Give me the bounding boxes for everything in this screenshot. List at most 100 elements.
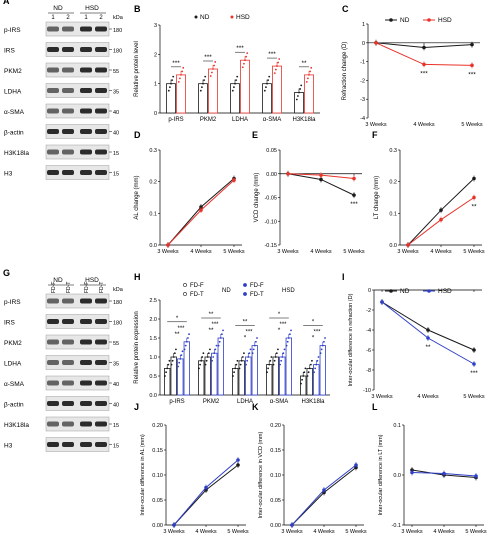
data-point xyxy=(470,42,474,47)
band xyxy=(80,442,92,447)
kda-label: 55 xyxy=(113,341,119,347)
bar xyxy=(262,83,272,114)
data-point xyxy=(426,328,430,332)
band xyxy=(80,47,92,52)
band xyxy=(95,129,107,134)
bar xyxy=(279,356,286,396)
band xyxy=(62,149,74,155)
chart-K: 0.00 0.05 0.10 0.15 0.20 Inter-ocular differe… xyxy=(258,423,367,535)
data-point xyxy=(280,359,283,362)
protein-label: IRS xyxy=(4,48,16,55)
x-tick-label: LDHA xyxy=(232,117,248,123)
kda-label: 180 xyxy=(113,49,122,55)
data-point xyxy=(177,81,180,83)
data-point xyxy=(207,352,210,355)
data-point xyxy=(410,470,414,475)
bar xyxy=(208,68,218,114)
y-axis-label: AL change (mm) xyxy=(134,175,140,219)
data-point xyxy=(255,340,257,343)
panel-label: A xyxy=(3,0,10,6)
significance: *** xyxy=(468,71,476,78)
band xyxy=(95,170,107,175)
data-point xyxy=(442,471,446,476)
legend-marker xyxy=(427,18,431,22)
data-point xyxy=(203,79,206,82)
data-point xyxy=(243,352,245,355)
kda-label: 180 xyxy=(113,28,122,34)
data-point xyxy=(167,89,170,92)
x-tick-label: H3K18la xyxy=(292,117,316,123)
data-point xyxy=(182,66,185,69)
data-point xyxy=(238,367,241,370)
data-point xyxy=(245,55,248,58)
bar xyxy=(266,364,273,396)
significance: * xyxy=(244,335,247,342)
data-point xyxy=(171,359,174,362)
y-tick-label: -0.1 xyxy=(392,523,401,529)
y-tick-label: -4 xyxy=(360,116,365,122)
y-tick-label: -0.15 xyxy=(264,243,277,249)
data-point xyxy=(236,463,240,467)
legend-marker xyxy=(243,283,247,287)
data-point xyxy=(439,208,443,212)
band xyxy=(47,319,59,324)
y-tick-label: 0 xyxy=(362,41,365,47)
data-point xyxy=(202,352,205,355)
data-point xyxy=(167,363,170,366)
x-tick-label: 3 Weeks xyxy=(397,249,419,255)
y-tick-label: 2.5 xyxy=(149,298,157,304)
y-tick-label: -2 xyxy=(360,78,365,84)
data-point xyxy=(246,52,249,55)
band xyxy=(80,319,92,324)
protein-label: PKM2 xyxy=(4,340,22,347)
lane-label: 2 xyxy=(99,15,103,21)
data-point xyxy=(233,86,235,89)
x-tick-label: 5 Weeks xyxy=(345,529,367,535)
band xyxy=(47,380,59,386)
data-point xyxy=(278,58,281,60)
data-point xyxy=(305,81,308,83)
significance: ** xyxy=(174,331,180,338)
x-tick-label: 4 Weeks xyxy=(313,529,335,535)
bar xyxy=(217,337,224,396)
data-point xyxy=(352,193,356,197)
data-point xyxy=(472,362,476,366)
data-point xyxy=(232,375,234,377)
chart-F: 0.0 0.1 0.2 0.3 LT change (mm) 3 Weeks 4 Weeks… xyxy=(374,148,485,255)
x-tick-label: p-IRS xyxy=(169,399,184,405)
y-tick-label: -1 xyxy=(360,60,365,66)
legend-entry: ND xyxy=(200,14,210,21)
group-label: ND xyxy=(53,277,63,284)
data-point xyxy=(205,359,208,362)
significance: *** xyxy=(268,51,276,58)
data-point xyxy=(252,348,255,351)
data-point xyxy=(267,79,269,82)
y-tick-label: 0.10 xyxy=(152,473,163,479)
protein-label: β-actin xyxy=(4,130,24,137)
significance: * xyxy=(278,327,281,334)
lane-label: 1 xyxy=(84,15,88,21)
data-point xyxy=(199,89,202,92)
series-line xyxy=(173,464,239,526)
significance: *** xyxy=(420,70,428,77)
data-point xyxy=(286,171,290,176)
x-tick-label: 5 Weeks xyxy=(461,122,483,128)
x-tick-label: 3 Weeks xyxy=(163,529,185,535)
x-tick-label: PKM2 xyxy=(200,117,217,123)
significance: ** xyxy=(209,312,214,318)
y-tick-label: -8 xyxy=(366,368,371,374)
band xyxy=(95,360,107,365)
x-tick-label: 4 Weeks xyxy=(433,529,455,535)
data-point xyxy=(201,86,203,89)
data-point xyxy=(204,485,208,490)
band xyxy=(47,421,59,427)
x-tick-label: 3 Weeks xyxy=(157,249,179,255)
data-point xyxy=(265,86,267,89)
data-point xyxy=(199,205,203,209)
protein-label: LDHA xyxy=(4,89,22,96)
band xyxy=(80,170,92,175)
legend-marker xyxy=(427,289,431,293)
x-tick-label: α-SMA xyxy=(263,117,281,123)
panel-label: I xyxy=(342,272,345,282)
band xyxy=(80,129,92,134)
